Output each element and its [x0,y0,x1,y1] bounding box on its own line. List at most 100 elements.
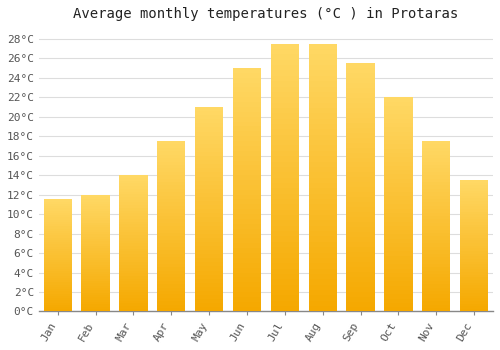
Bar [346,247,375,252]
Bar [233,224,261,229]
Bar [308,295,337,301]
Bar [233,78,261,83]
Bar [82,304,110,307]
Bar [308,54,337,60]
Bar [422,178,450,182]
Bar [157,206,186,209]
Bar [82,251,110,253]
Bar [44,291,72,294]
Bar [346,187,375,192]
Bar [308,44,337,49]
Bar [346,197,375,202]
Bar [270,103,299,108]
Bar [384,106,412,110]
Bar [44,202,72,204]
Bar [44,289,72,291]
Bar [422,257,450,260]
Bar [308,285,337,290]
Bar [384,140,412,144]
Bar [422,199,450,202]
Bar [422,148,450,151]
Bar [44,229,72,231]
Bar [422,202,450,206]
Bar [119,290,148,292]
Bar [233,297,261,302]
Bar [270,108,299,113]
Bar [119,240,148,243]
Bar [233,121,261,126]
Bar [346,272,375,277]
Bar [422,145,450,148]
Bar [233,199,261,204]
Bar [195,156,224,160]
Bar [82,206,110,209]
Bar [422,196,450,199]
Bar [384,119,412,123]
Bar [460,190,488,193]
Title: Average monthly temperatures (°C ) in Protaras: Average monthly temperatures (°C ) in Pr… [74,7,458,21]
Bar [270,215,299,220]
Bar [44,280,72,282]
Bar [195,119,224,123]
Bar [346,277,375,282]
Bar [346,242,375,247]
Bar [233,248,261,253]
Bar [119,298,148,301]
Bar [346,192,375,197]
Bar [82,293,110,295]
Bar [82,244,110,246]
Bar [460,193,488,196]
Bar [270,210,299,215]
Bar [82,228,110,230]
Bar [195,123,224,127]
Bar [157,196,186,199]
Bar [157,182,186,186]
Bar [422,284,450,288]
Bar [460,211,488,214]
Bar [157,288,186,291]
Bar [308,60,337,65]
Bar [308,177,337,183]
Bar [233,195,261,200]
Bar [195,152,224,156]
Bar [233,141,261,146]
Bar [195,238,224,242]
Bar [422,271,450,274]
Bar [44,256,72,258]
Bar [384,226,412,230]
Bar [346,158,375,162]
Bar [119,224,148,227]
Bar [233,282,261,287]
Bar [119,271,148,273]
Bar [346,167,375,173]
Bar [346,302,375,307]
Bar [346,103,375,108]
Bar [384,243,412,247]
Bar [384,149,412,153]
Bar [460,251,488,254]
Bar [422,281,450,284]
Bar [460,254,488,256]
Bar [119,268,148,271]
Bar [422,260,450,264]
Bar [346,173,375,177]
Bar [384,170,412,174]
Bar [346,142,375,148]
Bar [270,130,299,135]
Bar [384,136,412,140]
Bar [82,258,110,260]
Bar [384,217,412,222]
Bar [233,273,261,278]
Bar [195,140,224,144]
Bar [460,219,488,222]
Bar [119,273,148,276]
Bar [233,68,261,73]
Bar [422,182,450,186]
Bar [119,262,148,265]
Bar [195,250,224,254]
Bar [346,296,375,302]
Bar [270,81,299,86]
Bar [270,263,299,269]
Bar [119,238,148,240]
Bar [119,183,148,186]
